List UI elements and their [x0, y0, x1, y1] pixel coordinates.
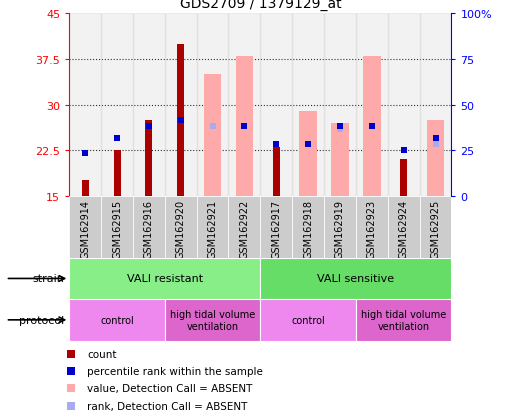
Text: GSM162924: GSM162924 [399, 199, 409, 258]
Bar [228, 196, 261, 258]
Bar [261, 258, 451, 299]
Bar [363, 57, 381, 196]
Text: GSM162922: GSM162922 [240, 199, 249, 259]
Bar [427, 121, 444, 196]
Bar [196, 14, 228, 196]
Text: GSM162919: GSM162919 [335, 199, 345, 258]
Text: GSM162916: GSM162916 [144, 199, 154, 258]
Text: GSM162914: GSM162914 [80, 199, 90, 258]
Bar [165, 196, 196, 258]
Bar [228, 14, 261, 196]
Bar [177, 45, 184, 196]
Text: GSM162923: GSM162923 [367, 199, 377, 258]
Text: high tidal volume
ventilation: high tidal volume ventilation [361, 309, 446, 331]
Bar [331, 123, 349, 196]
Bar [133, 196, 165, 258]
Bar [165, 299, 261, 341]
Bar [204, 75, 221, 196]
Bar [133, 14, 165, 196]
Bar [324, 196, 356, 258]
Text: GSM162918: GSM162918 [303, 199, 313, 258]
Bar [400, 160, 407, 196]
Text: VALI sensitive: VALI sensitive [318, 274, 394, 284]
Bar [261, 196, 292, 258]
Bar [300, 112, 317, 196]
Bar [261, 14, 292, 196]
Bar [388, 14, 420, 196]
Bar [292, 196, 324, 258]
Bar [356, 14, 388, 196]
Bar [356, 196, 388, 258]
Bar [292, 14, 324, 196]
Text: GSM162915: GSM162915 [112, 199, 122, 258]
Text: strain: strain [32, 274, 64, 284]
Text: GSM162917: GSM162917 [271, 199, 281, 258]
Text: protocol: protocol [19, 315, 64, 325]
Bar [388, 196, 420, 258]
Bar [101, 14, 133, 196]
Text: control: control [291, 315, 325, 325]
Bar [324, 14, 356, 196]
Text: count: count [87, 349, 116, 359]
Bar [113, 151, 121, 196]
Bar [82, 181, 89, 196]
Text: VALI resistant: VALI resistant [127, 274, 203, 284]
Bar [69, 196, 101, 258]
Bar [261, 299, 356, 341]
Bar [165, 14, 196, 196]
Text: high tidal volume
ventilation: high tidal volume ventilation [170, 309, 255, 331]
Text: rank, Detection Call = ABSENT: rank, Detection Call = ABSENT [87, 401, 248, 411]
Bar [420, 14, 451, 196]
Bar [196, 196, 228, 258]
Text: percentile rank within the sample: percentile rank within the sample [87, 366, 263, 376]
Text: value, Detection Call = ABSENT: value, Detection Call = ABSENT [87, 383, 252, 394]
Bar [69, 258, 261, 299]
Text: GSM162921: GSM162921 [208, 199, 218, 258]
Text: GSM162920: GSM162920 [176, 199, 186, 258]
Bar [69, 14, 101, 196]
Bar [235, 57, 253, 196]
Bar [420, 196, 451, 258]
Bar [356, 299, 451, 341]
Text: control: control [100, 315, 134, 325]
Bar [273, 148, 280, 196]
Bar [145, 121, 152, 196]
Text: GSM162925: GSM162925 [430, 199, 441, 259]
Bar [101, 196, 133, 258]
Title: GDS2709 / 1379129_at: GDS2709 / 1379129_at [180, 0, 341, 11]
Bar [69, 299, 165, 341]
